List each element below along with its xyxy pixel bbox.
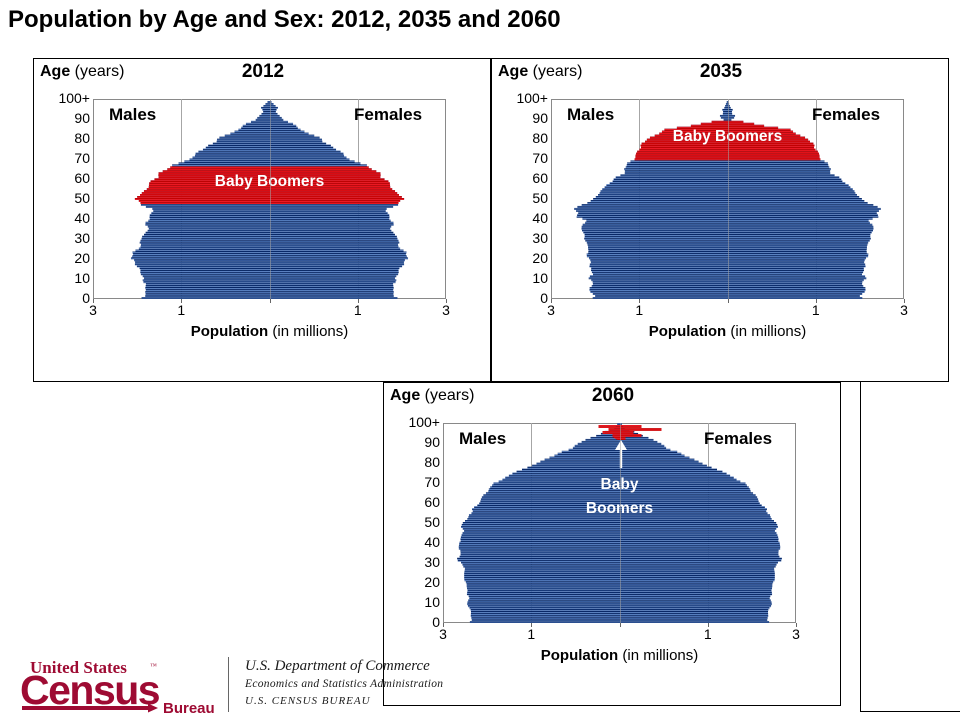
svg-text:Bureau: Bureau: [163, 700, 215, 715]
